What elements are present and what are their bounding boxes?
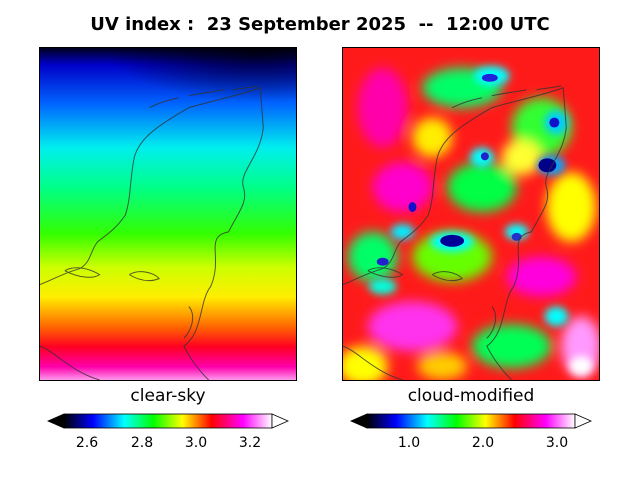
colorbar-tick: 2.6 — [75, 435, 99, 451]
clear-sky-colorbar — [47, 413, 289, 429]
cloud-modified-colorbar — [350, 413, 592, 429]
cloud-modified-label: cloud-modified — [407, 386, 535, 406]
colorbar-tick: 3.2 — [238, 435, 262, 451]
coastline-outline — [343, 85, 567, 380]
colorbar-tick: 3.0 — [184, 435, 208, 451]
colorbar-tick: 2.8 — [130, 435, 154, 451]
coastline-outline — [40, 85, 264, 380]
colorbar-tick: 1.0 — [397, 435, 421, 451]
colorbar-tick: 2.0 — [471, 435, 495, 451]
figure-title: UV index : 23 September 2025 -- 12:00 UT… — [90, 14, 550, 35]
clear-sky-label: clear-sky — [130, 386, 206, 406]
colorbar-tick: 3.0 — [545, 435, 569, 451]
cloud-modified-map — [342, 47, 600, 381]
clear-sky-map — [39, 47, 297, 381]
